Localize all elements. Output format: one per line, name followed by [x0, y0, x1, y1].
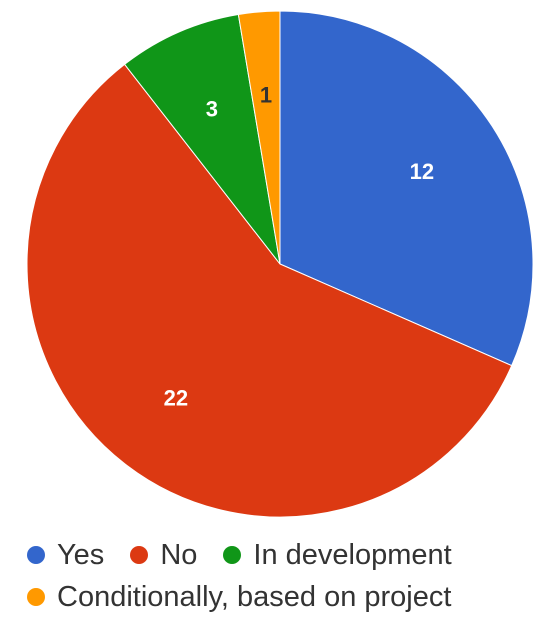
chart-legend: Yes No In development Conditionally, bas… — [0, 534, 560, 618]
pie-slice-yes[interactable] — [279, 10, 534, 367]
legend-label-in-development: In development — [253, 538, 452, 571]
legend-swatch-conditionally — [27, 588, 45, 606]
pie-slice-conditionally[interactable] — [237, 10, 281, 265]
legend-swatch-in-development — [223, 546, 242, 564]
legend-label-conditionally: Conditionally, based on project — [57, 580, 452, 613]
pie-value-label-conditionally: 1 — [260, 83, 272, 108]
pie-value-label-yes: 12 — [410, 159, 434, 184]
pie-slice-in-development[interactable] — [123, 13, 281, 265]
legend-item-in-development[interactable]: In development — [223, 538, 452, 572]
legend-label-no: No — [160, 538, 198, 571]
legend-row-1: Yes No In development — [0, 534, 560, 576]
legend-swatch-yes — [27, 546, 45, 564]
pie-value-label-no: 22 — [164, 385, 188, 410]
pie-slice-no[interactable] — [26, 63, 513, 518]
legend-item-no[interactable]: No — [130, 539, 197, 572]
legend-item-conditionally[interactable]: Conditionally, based on project — [27, 581, 451, 614]
legend-label-yes: Yes — [57, 538, 105, 571]
pie-value-label-in-development: 3 — [206, 96, 218, 121]
legend-row-2: Conditionally, based on project — [0, 576, 560, 618]
legend-swatch-no — [130, 546, 149, 564]
legend-item-yes[interactable]: Yes — [27, 539, 104, 572]
pie-chart: 12 22 3 1 — [26, 10, 534, 518]
